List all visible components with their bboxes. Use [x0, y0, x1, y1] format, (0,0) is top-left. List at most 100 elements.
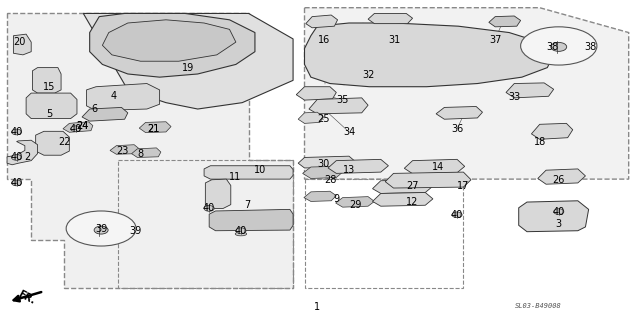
Text: 22: 22 — [58, 137, 71, 147]
Polygon shape — [385, 172, 471, 188]
Text: 11: 11 — [229, 172, 241, 181]
Text: 25: 25 — [317, 114, 330, 124]
Text: 4: 4 — [111, 91, 117, 101]
Text: 39: 39 — [129, 226, 141, 236]
Ellipse shape — [236, 228, 246, 234]
Text: 26: 26 — [552, 175, 565, 185]
Circle shape — [66, 211, 136, 246]
Polygon shape — [373, 193, 433, 206]
Polygon shape — [32, 68, 61, 93]
Polygon shape — [309, 98, 368, 114]
Text: 28: 28 — [324, 175, 336, 185]
Polygon shape — [304, 23, 554, 87]
Text: 32: 32 — [362, 70, 375, 80]
Polygon shape — [63, 122, 93, 132]
Text: 24: 24 — [76, 121, 89, 131]
Polygon shape — [132, 148, 161, 157]
Polygon shape — [304, 191, 336, 201]
Ellipse shape — [551, 43, 567, 51]
Text: 5: 5 — [47, 109, 53, 119]
Text: 6: 6 — [92, 104, 98, 114]
Text: 9: 9 — [333, 194, 340, 204]
Text: 30: 30 — [317, 159, 330, 169]
Text: 19: 19 — [182, 63, 194, 73]
Polygon shape — [373, 180, 433, 194]
Ellipse shape — [71, 126, 81, 132]
Text: 40: 40 — [203, 204, 215, 213]
Polygon shape — [404, 159, 464, 174]
Polygon shape — [368, 13, 413, 24]
Text: 23: 23 — [117, 146, 129, 156]
Text: 38: 38 — [547, 42, 559, 52]
Polygon shape — [90, 13, 255, 77]
Text: 20: 20 — [13, 37, 26, 47]
Text: 40: 40 — [10, 178, 23, 188]
Text: 21: 21 — [147, 124, 159, 134]
Ellipse shape — [11, 129, 22, 135]
Text: 17: 17 — [457, 181, 469, 191]
Polygon shape — [26, 93, 77, 119]
Polygon shape — [304, 8, 629, 179]
Text: 29: 29 — [349, 200, 362, 210]
Text: 37: 37 — [489, 35, 501, 44]
Text: 40: 40 — [69, 124, 82, 134]
Polygon shape — [298, 112, 324, 123]
Polygon shape — [7, 13, 293, 288]
Text: 40: 40 — [10, 127, 23, 137]
Text: 27: 27 — [406, 181, 419, 191]
Polygon shape — [296, 87, 336, 100]
Polygon shape — [83, 13, 293, 109]
Text: 40: 40 — [235, 226, 247, 236]
Ellipse shape — [235, 232, 247, 236]
Text: 12: 12 — [406, 197, 419, 207]
Text: SL03-B49008: SL03-B49008 — [515, 303, 561, 309]
Polygon shape — [36, 131, 69, 155]
Polygon shape — [303, 166, 343, 179]
Polygon shape — [13, 34, 31, 55]
Polygon shape — [336, 197, 375, 207]
Polygon shape — [328, 159, 389, 173]
Text: 21: 21 — [147, 124, 159, 134]
Text: 36: 36 — [451, 124, 463, 134]
Polygon shape — [110, 145, 140, 154]
Text: 38: 38 — [584, 42, 597, 52]
Text: FR.: FR. — [16, 289, 36, 306]
Text: 40: 40 — [553, 207, 565, 217]
Text: 40: 40 — [10, 152, 23, 163]
Text: 31: 31 — [389, 35, 401, 44]
Text: 7: 7 — [244, 200, 250, 210]
Polygon shape — [489, 16, 520, 27]
Text: 34: 34 — [343, 127, 355, 137]
Polygon shape — [204, 166, 293, 179]
Polygon shape — [531, 123, 573, 139]
Text: 16: 16 — [317, 35, 330, 44]
Text: 3: 3 — [555, 219, 562, 229]
Polygon shape — [82, 108, 128, 121]
Polygon shape — [103, 20, 236, 61]
Text: 15: 15 — [43, 82, 56, 92]
Text: 18: 18 — [534, 137, 546, 147]
Text: 8: 8 — [138, 148, 143, 159]
Text: 24: 24 — [76, 121, 89, 131]
Text: 14: 14 — [432, 162, 444, 172]
Circle shape — [520, 27, 597, 65]
Text: 35: 35 — [336, 95, 349, 105]
Polygon shape — [436, 107, 482, 119]
Ellipse shape — [11, 155, 22, 160]
Ellipse shape — [452, 212, 462, 218]
Polygon shape — [7, 140, 38, 165]
Polygon shape — [209, 209, 293, 231]
Text: 2: 2 — [24, 152, 31, 163]
Polygon shape — [87, 84, 160, 111]
Polygon shape — [205, 179, 231, 208]
Polygon shape — [306, 15, 338, 28]
Polygon shape — [519, 201, 589, 232]
Text: 33: 33 — [508, 92, 520, 102]
Ellipse shape — [11, 180, 22, 186]
Text: 39: 39 — [95, 223, 107, 234]
Text: 13: 13 — [343, 165, 355, 175]
Text: 40: 40 — [451, 210, 463, 220]
Text: 1: 1 — [314, 302, 320, 312]
Ellipse shape — [94, 226, 108, 234]
Ellipse shape — [204, 205, 214, 211]
